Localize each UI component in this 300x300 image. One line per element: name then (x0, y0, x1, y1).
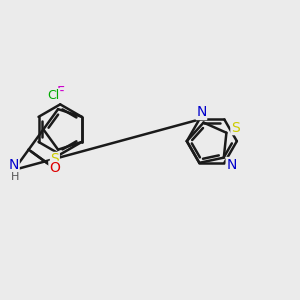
Text: N: N (9, 158, 19, 172)
Text: S: S (231, 121, 240, 135)
Text: F: F (56, 85, 64, 99)
Text: Cl: Cl (47, 88, 60, 102)
Text: S: S (50, 152, 59, 167)
Text: N: N (196, 106, 207, 119)
Text: O: O (49, 161, 60, 176)
Text: N: N (226, 158, 237, 172)
Text: H: H (11, 172, 20, 182)
